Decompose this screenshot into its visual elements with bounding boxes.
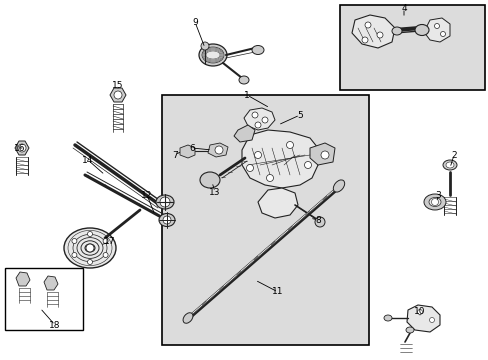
Circle shape: [201, 42, 208, 50]
Bar: [5, 268, 83, 330]
Polygon shape: [207, 143, 227, 157]
Ellipse shape: [428, 198, 440, 207]
Polygon shape: [44, 276, 58, 290]
Ellipse shape: [159, 213, 175, 226]
Ellipse shape: [391, 27, 401, 35]
Circle shape: [87, 260, 92, 265]
Circle shape: [320, 151, 328, 159]
Polygon shape: [16, 272, 30, 286]
Circle shape: [314, 217, 325, 227]
Circle shape: [251, 112, 258, 118]
Text: 12: 12: [141, 190, 152, 199]
Ellipse shape: [251, 45, 264, 54]
Text: 16: 16: [14, 144, 26, 153]
Ellipse shape: [156, 195, 174, 209]
Circle shape: [304, 162, 311, 168]
Polygon shape: [234, 125, 254, 142]
Ellipse shape: [423, 194, 445, 210]
Text: 2: 2: [450, 150, 456, 159]
Ellipse shape: [445, 162, 453, 168]
Bar: [162, 95, 368, 345]
Polygon shape: [242, 130, 317, 188]
Text: 7: 7: [172, 150, 178, 159]
Circle shape: [87, 231, 92, 237]
Circle shape: [163, 216, 171, 224]
Text: 11: 11: [272, 288, 283, 297]
Ellipse shape: [200, 172, 220, 188]
Circle shape: [103, 252, 108, 257]
Ellipse shape: [202, 47, 224, 63]
Text: 6: 6: [189, 144, 195, 153]
Polygon shape: [406, 305, 439, 332]
Circle shape: [72, 252, 77, 257]
Circle shape: [262, 117, 267, 123]
Circle shape: [114, 91, 122, 99]
Circle shape: [103, 239, 108, 243]
Polygon shape: [180, 145, 195, 158]
Ellipse shape: [199, 44, 226, 66]
Polygon shape: [423, 18, 449, 42]
Circle shape: [376, 32, 382, 38]
Text: 9: 9: [192, 18, 198, 27]
Text: 4: 4: [400, 4, 406, 13]
Text: 10: 10: [413, 307, 425, 316]
Text: 15: 15: [112, 81, 123, 90]
Text: 3: 3: [434, 190, 440, 199]
Ellipse shape: [383, 315, 391, 321]
Circle shape: [246, 165, 253, 171]
Circle shape: [18, 144, 26, 152]
Text: 8: 8: [314, 216, 320, 225]
Circle shape: [361, 37, 367, 43]
Text: 13: 13: [209, 188, 220, 197]
Circle shape: [428, 318, 434, 323]
Polygon shape: [244, 108, 274, 130]
Text: 14: 14: [82, 156, 94, 165]
Polygon shape: [351, 15, 394, 48]
Circle shape: [364, 22, 370, 28]
Circle shape: [430, 198, 438, 206]
Polygon shape: [110, 88, 126, 102]
Polygon shape: [309, 143, 334, 165]
Circle shape: [440, 32, 445, 36]
Ellipse shape: [64, 228, 116, 268]
Circle shape: [72, 239, 77, 243]
Bar: [339, 5, 484, 90]
Text: 17: 17: [104, 238, 116, 247]
Circle shape: [434, 23, 439, 28]
Circle shape: [254, 122, 261, 128]
Ellipse shape: [333, 180, 344, 192]
Circle shape: [417, 310, 422, 315]
Ellipse shape: [405, 327, 413, 333]
Circle shape: [86, 244, 94, 252]
Polygon shape: [258, 188, 297, 218]
Ellipse shape: [442, 160, 456, 170]
Text: 1: 1: [244, 90, 249, 99]
Circle shape: [266, 175, 273, 181]
Ellipse shape: [414, 24, 428, 36]
Ellipse shape: [183, 313, 193, 323]
Circle shape: [160, 197, 170, 207]
Text: 18: 18: [49, 320, 61, 329]
Polygon shape: [15, 141, 29, 155]
Ellipse shape: [239, 76, 248, 84]
Text: 5: 5: [297, 111, 302, 120]
Circle shape: [254, 152, 261, 158]
Circle shape: [286, 141, 293, 149]
Circle shape: [215, 146, 223, 154]
